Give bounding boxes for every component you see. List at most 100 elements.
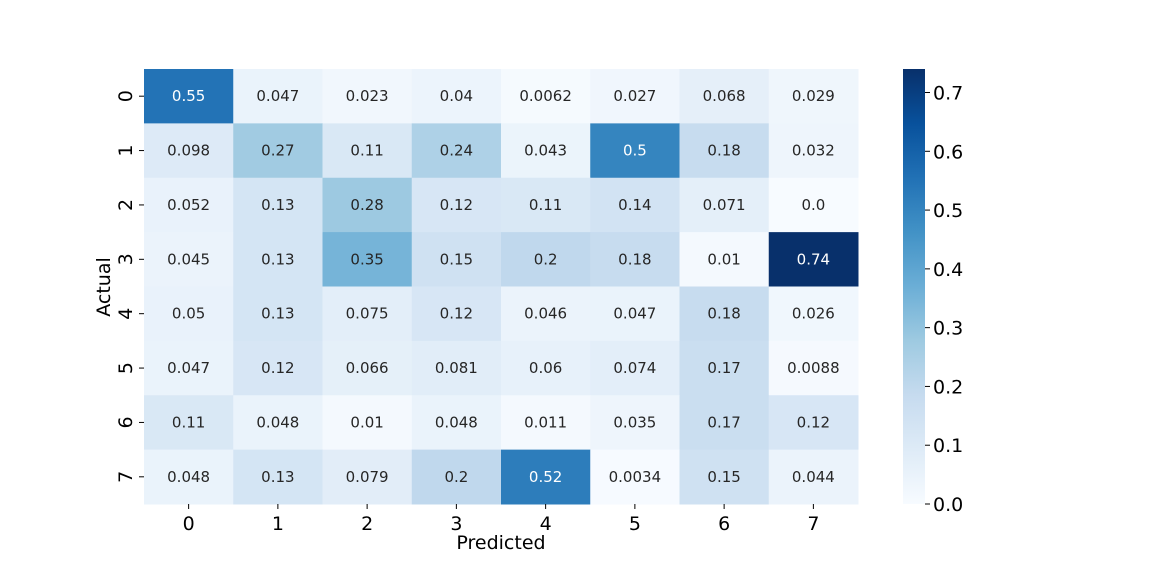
- heatmap-cell-3-2: [322, 232, 413, 287]
- cell-label-3-6: 0.01: [707, 250, 740, 268]
- cell-label-5-5: 0.074: [613, 359, 656, 377]
- x-axis-label: Predicted: [456, 532, 545, 554]
- x-tick-label-4: 4: [540, 513, 552, 535]
- cell-label-0-7: 0.029: [792, 87, 835, 105]
- heatmap-cell-4-2: [322, 286, 413, 342]
- cell-label-4-2: 0.075: [346, 305, 389, 323]
- cell-label-0-6: 0.068: [703, 87, 746, 105]
- cell-label-7-0: 0.048: [167, 468, 210, 486]
- heatmap-cell-1-0: [144, 123, 234, 179]
- cell-label-6-4: 0.011: [524, 413, 567, 431]
- heatmap-cell-3-3: [411, 232, 502, 287]
- cell-label-1-2: 0.11: [350, 142, 383, 160]
- cell-label-4-1: 0.13: [261, 305, 294, 323]
- heatmap-cell-5-0: [144, 340, 234, 396]
- x-tick-label-5: 5: [629, 513, 641, 535]
- heatmap-cell-0-6: [679, 69, 770, 124]
- heatmap-cell-3-7: [768, 232, 859, 287]
- heatmap-cell-1-4: [501, 123, 591, 179]
- cell-label-0-2: 0.023: [346, 87, 389, 105]
- heatmap-cell-7-5: [590, 449, 680, 505]
- cell-label-3-5: 0.18: [618, 250, 651, 268]
- heatmap-cell-3-6: [679, 232, 770, 287]
- cell-label-0-5: 0.027: [613, 87, 656, 105]
- cell-label-6-7: 0.12: [797, 413, 830, 431]
- heatmap-cell-6-6: [679, 395, 770, 451]
- heatmap-cell-5-3: [411, 340, 502, 396]
- heatmap-cell-6-5: [590, 395, 680, 451]
- cell-label-0-1: 0.047: [256, 87, 299, 105]
- x-tick-label-3: 3: [450, 513, 462, 535]
- heatmap-cell-0-3: [411, 69, 502, 124]
- heatmap-cell-2-1: [233, 177, 323, 233]
- cell-label-3-3: 0.15: [440, 250, 473, 268]
- colorbar: 0.0 0.1 0.2 0.3 0.4 0.5 0.6 0.7: [903, 69, 963, 516]
- cell-label-3-7: 0.74: [797, 250, 830, 268]
- cell-label-2-3: 0.12: [440, 196, 473, 214]
- heatmap-cell-7-1: [233, 449, 323, 505]
- cell-label-3-2: 0.35: [350, 250, 383, 268]
- cell-label-1-6: 0.18: [707, 142, 740, 160]
- cell-label-1-4: 0.043: [524, 142, 567, 160]
- x-tick-label-2: 2: [361, 513, 373, 535]
- colorbar-tick-label-7: 0.7: [933, 83, 963, 105]
- cell-label-4-3: 0.12: [440, 305, 473, 323]
- heatmap-cell-5-2: [322, 340, 413, 396]
- heatmap-cell-6-4: [501, 395, 591, 451]
- cell-label-2-0: 0.052: [167, 196, 210, 214]
- cell-label-2-7: 0.0: [801, 196, 825, 214]
- colorbar-tick-label-5: 0.5: [933, 200, 963, 222]
- cell-label-6-3: 0.048: [435, 413, 478, 431]
- cell-label-4-4: 0.046: [524, 305, 567, 323]
- heatmap-cell-1-2: [322, 123, 413, 179]
- cell-label-5-7: 0.0088: [787, 359, 840, 377]
- colorbar-tick-label-2: 0.2: [933, 376, 963, 398]
- cell-label-1-1: 0.27: [261, 142, 294, 160]
- heatmap-cell-labels: 0.55 0.047 0.023 0.04 0.0062 0.027 0.068 0.029 0…: [167, 87, 839, 486]
- heatmap-cell-6-1: [233, 395, 323, 451]
- heatmap-cell-0-5: [590, 69, 680, 124]
- heatmap-cell-7-7: [768, 449, 859, 505]
- cell-label-6-0: 0.11: [172, 413, 205, 431]
- heatmap-cell-5-5: [590, 340, 680, 396]
- colorbar-ticks: 0.0 0.1 0.2 0.3 0.4 0.5 0.6 0.7: [925, 83, 963, 516]
- cell-label-2-2: 0.28: [350, 196, 383, 214]
- y-tick-label-6: 6: [115, 416, 137, 428]
- cell-label-3-4: 0.2: [534, 250, 558, 268]
- heatmap-cell-4-0: [144, 286, 234, 342]
- x-tick-label-6: 6: [718, 513, 730, 535]
- cell-label-4-6: 0.18: [707, 305, 740, 323]
- heatmap-cell-0-2: [322, 69, 413, 124]
- y-tick-label-3: 3: [115, 253, 137, 265]
- cell-label-2-1: 0.13: [261, 196, 294, 214]
- cell-label-0-4: 0.0062: [519, 87, 572, 105]
- heatmap-cell-3-5: [590, 232, 680, 287]
- heatmap-cell-1-6: [679, 123, 770, 179]
- cell-label-5-3: 0.081: [435, 359, 478, 377]
- cell-label-3-1: 0.13: [261, 250, 294, 268]
- colorbar-tick-label-4: 0.4: [933, 259, 963, 281]
- heatmap-cell-2-5: [590, 177, 680, 233]
- heatmap-cell-0-7: [768, 69, 859, 124]
- heatmap-cell-1-1: [233, 123, 323, 179]
- heatmap-cell-7-3: [411, 449, 502, 505]
- y-tick-label-1: 1: [115, 145, 137, 157]
- cell-label-1-0: 0.098: [167, 142, 210, 160]
- heatmap-cell-5-4: [501, 340, 591, 396]
- cell-label-2-6: 0.071: [703, 196, 746, 214]
- y-axis-label: Actual: [93, 257, 115, 317]
- cell-label-1-5: 0.5: [623, 142, 647, 160]
- cell-label-4-0: 0.05: [172, 305, 205, 323]
- heatmap-cell-4-3: [411, 286, 502, 342]
- cell-label-0-3: 0.04: [440, 87, 473, 105]
- cell-label-5-1: 0.12: [261, 359, 294, 377]
- x-tick-label-7: 7: [807, 513, 819, 535]
- heatmap-cell-6-2: [322, 395, 413, 451]
- heatmap-cell-3-4: [501, 232, 591, 287]
- heatmap-cell-7-4: [501, 449, 591, 505]
- colorbar-gradient: [903, 69, 925, 504]
- colorbar-tick-label-6: 0.6: [933, 141, 963, 163]
- cell-label-0-0: 0.55: [172, 87, 205, 105]
- heatmap-cell-2-3: [411, 177, 502, 233]
